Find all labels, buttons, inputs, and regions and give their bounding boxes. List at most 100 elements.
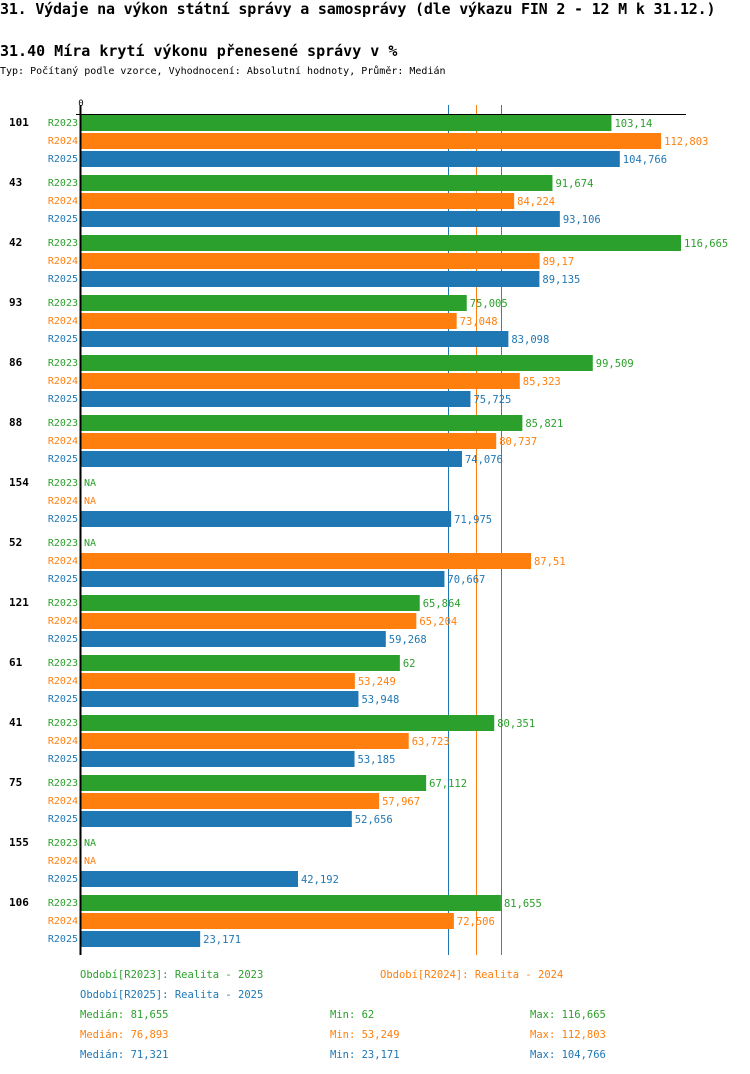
category-label: 93 xyxy=(9,296,22,309)
bar-r2023 xyxy=(81,715,495,731)
bar-chart: 101 R2023 103,14 R2024 112,803 R2025 104,766 43… xyxy=(9,99,728,955)
series-label: R2025 xyxy=(48,394,78,405)
bar-r2025 xyxy=(81,751,355,767)
series-label: R2023 xyxy=(48,658,78,669)
data-label-na: NA xyxy=(84,496,96,507)
bar-r2023 xyxy=(81,895,501,911)
category-label: 41 xyxy=(9,716,23,729)
series-label: R2025 xyxy=(48,154,78,165)
bar-r2024 xyxy=(81,913,454,929)
data-label: 71,975 xyxy=(454,514,492,526)
category-label: 43 xyxy=(9,176,22,189)
data-label-na: NA xyxy=(84,856,96,867)
series-label: R2025 xyxy=(48,214,78,225)
bar-r2023 xyxy=(81,775,427,791)
data-label: 59,268 xyxy=(389,634,427,646)
series-label: R2025 xyxy=(48,574,78,585)
category-label: 155 xyxy=(9,836,29,849)
series-label: R2023 xyxy=(48,478,78,489)
bar-r2023 xyxy=(81,235,681,251)
series-label: R2023 xyxy=(48,838,78,849)
bar-r2025 xyxy=(81,871,298,887)
bar-r2025 xyxy=(81,391,471,407)
page-title: 31. Výdaje na výkon státní správy a samo… xyxy=(0,0,716,18)
series-label: R2025 xyxy=(48,754,78,765)
data-label: 42,192 xyxy=(301,874,339,886)
data-label: 80,351 xyxy=(497,718,535,730)
bar-r2023 xyxy=(81,595,420,611)
data-label: 83,098 xyxy=(511,334,549,346)
series-label: R2024 xyxy=(48,916,78,927)
data-label: 72,506 xyxy=(457,916,495,928)
data-label: 62 xyxy=(403,658,416,670)
series-label: R2025 xyxy=(48,274,78,285)
bar-r2025 xyxy=(81,931,201,947)
series-label: R2025 xyxy=(48,874,78,885)
data-label: 80,737 xyxy=(499,436,537,448)
data-label: 81,655 xyxy=(504,898,542,910)
series-label: R2024 xyxy=(48,196,78,207)
data-label: 89,135 xyxy=(542,274,580,286)
series-label: R2025 xyxy=(48,634,78,645)
bar-r2024 xyxy=(81,373,520,389)
series-label: R2025 xyxy=(48,454,78,465)
category-label: 121 xyxy=(9,596,29,609)
series-label: R2023 xyxy=(48,238,78,249)
bar-r2025 xyxy=(81,271,540,287)
series-label: R2024 xyxy=(48,256,78,267)
data-label: 53,948 xyxy=(361,694,399,706)
series-label: R2023 xyxy=(48,898,78,909)
series-label: R2023 xyxy=(48,598,78,609)
series-label: R2023 xyxy=(48,778,78,789)
series-label: R2024 xyxy=(48,616,78,627)
data-label: 84,224 xyxy=(517,196,555,208)
data-label: 70,667 xyxy=(447,574,485,586)
data-label: 93,106 xyxy=(563,214,601,226)
data-label: 87,51 xyxy=(534,556,566,568)
bar-r2025 xyxy=(81,571,445,587)
data-label: 52,656 xyxy=(355,814,393,826)
series-label: R2024 xyxy=(48,736,78,747)
data-label: 91,674 xyxy=(555,178,593,190)
bar-r2025 xyxy=(81,451,462,467)
x-tick-label: 0 xyxy=(78,99,83,109)
series-label: R2024 xyxy=(48,316,78,327)
series-label: R2024 xyxy=(48,796,78,807)
data-label: 75,725 xyxy=(473,394,511,406)
data-label: 23,171 xyxy=(203,934,241,946)
bar-r2024 xyxy=(81,133,662,149)
stat-min-r2023: Min: 62 xyxy=(330,1009,375,1021)
data-label: 89,17 xyxy=(543,256,575,268)
series-label: R2023 xyxy=(48,418,78,429)
series-label: R2023 xyxy=(48,718,78,729)
bar-r2025 xyxy=(81,631,386,647)
bar-r2024 xyxy=(81,613,417,629)
category-label: 75 xyxy=(9,776,22,789)
data-label: 75,005 xyxy=(470,298,508,310)
data-label: 85,821 xyxy=(525,418,563,430)
series-label: R2024 xyxy=(48,136,78,147)
legend-period-r2023: Období[R2023]: Realita - 2023 xyxy=(80,969,264,981)
bar-r2024 xyxy=(81,733,409,749)
bar-r2025 xyxy=(81,211,560,227)
series-label: R2024 xyxy=(48,436,78,447)
stat-max-r2025: Max: 104,766 xyxy=(530,1049,606,1061)
series-label: R2025 xyxy=(48,334,78,345)
series-label: R2023 xyxy=(48,118,78,129)
series-label: R2023 xyxy=(48,178,78,189)
data-label: 74,076 xyxy=(465,454,503,466)
category-label: 61 xyxy=(9,656,23,669)
series-label: R2025 xyxy=(48,694,78,705)
category-label: 101 xyxy=(9,116,29,129)
stat-median-r2024: Medián: 76,893 xyxy=(80,1029,169,1041)
bar-r2023 xyxy=(81,655,400,671)
stat-max-r2024: Max: 112,803 xyxy=(530,1029,606,1041)
data-label: 73,048 xyxy=(460,316,498,328)
stat-min-r2024: Min: 53,249 xyxy=(330,1029,400,1041)
legend-period-r2025: Období[R2025]: Realita - 2025 xyxy=(80,989,264,1001)
series-label: R2025 xyxy=(48,514,78,525)
category-label: 86 xyxy=(9,356,23,369)
bar-r2025 xyxy=(81,331,509,347)
series-label: R2025 xyxy=(48,934,78,945)
data-label: 65,864 xyxy=(423,598,461,610)
